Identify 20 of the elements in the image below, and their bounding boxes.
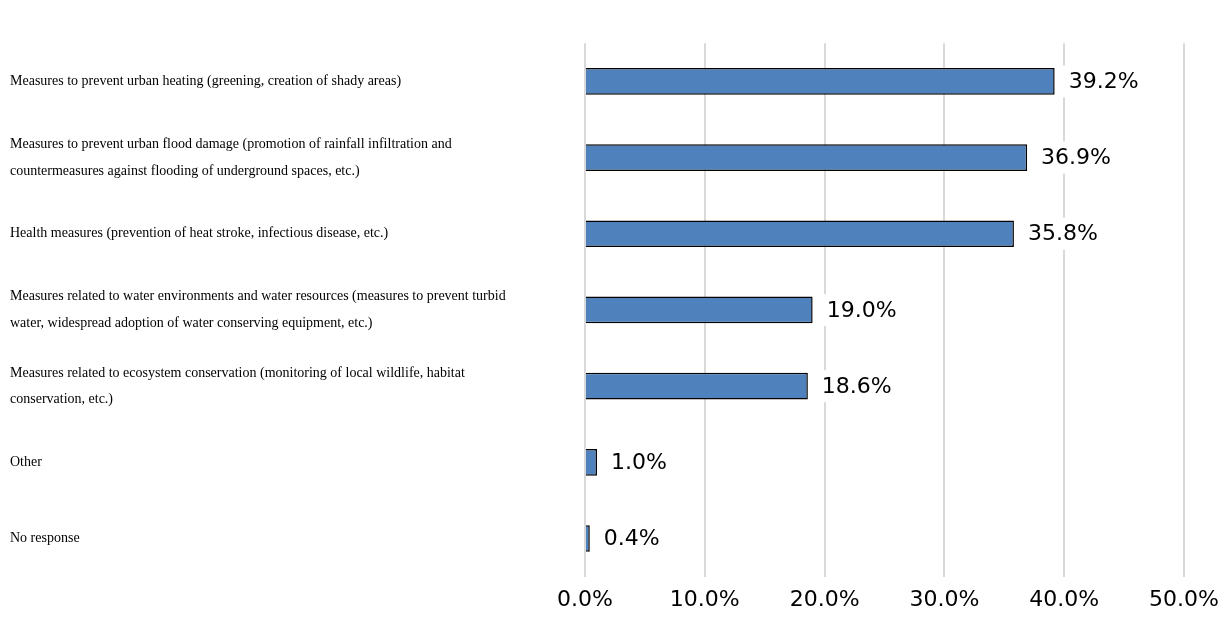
x-tick-label: 10.0% (669, 585, 740, 611)
x-tick-label: 50.0% (1149, 585, 1219, 611)
data-label: 39.2% (1068, 68, 1139, 94)
y-tick-label: Measures to prevent urban flood damage (promotion of rainfall infiltration and countermeasures against flooding of underground spaces, etc.) (10, 135, 452, 179)
data-label: 19.0% (826, 296, 897, 322)
x-tick-label: 20.0% (789, 585, 860, 611)
y-tick-label: Other (10, 453, 43, 469)
data-label: 35.8% (1027, 220, 1098, 246)
y-tick-label: Health measures (prevention of heat stroke, infectious disease, etc.) (10, 225, 389, 242)
y-tick-label: Measures to prevent urban heating (greening, creation of shady areas) (10, 73, 402, 90)
x-tick-label: 40.0% (1029, 585, 1100, 611)
x-tick-label: 0.0% (557, 585, 613, 611)
x-tick-label: 30.0% (909, 585, 980, 611)
data-label: 0.4% (603, 525, 660, 551)
y-tick-label: Measures related to water environments and water resources (measures to prevent turbid water, widespread adoption of water conserving equipment, etc.) (10, 288, 506, 331)
y-tick-label: Measures related to ecosystem conservation (monitoring of local wildlife, habitat conservation, etc.) (10, 364, 465, 408)
y-tick-label: No response (10, 530, 80, 546)
data-label: 18.6% (821, 372, 892, 398)
data-label: 1.0% (610, 449, 667, 475)
data-label: 36.9% (1041, 144, 1111, 170)
